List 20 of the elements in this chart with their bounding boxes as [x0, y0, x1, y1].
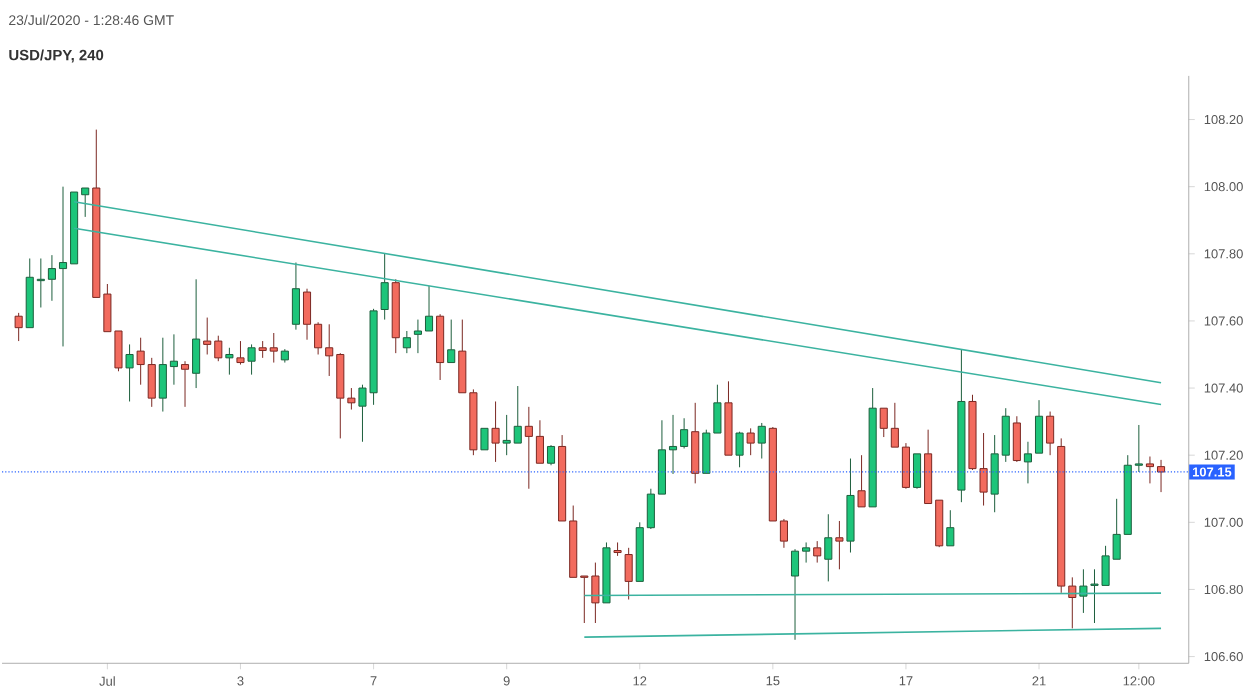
candlestick [236, 340, 245, 366]
candlestick [1012, 416, 1021, 462]
candlestick [192, 279, 201, 389]
candlestick [835, 520, 844, 571]
candlestick [291, 262, 300, 331]
candlestick [546, 446, 556, 467]
candlestick [691, 402, 700, 485]
candlestick [247, 344, 256, 376]
candlestick [1046, 411, 1055, 457]
candlestick [180, 361, 190, 408]
candlestick [846, 458, 855, 554]
candlestick [436, 314, 445, 381]
candlestick [824, 514, 833, 583]
candlestick [757, 422, 766, 460]
candlestick [491, 401, 500, 463]
candlestick [14, 312, 23, 342]
candlestick [957, 349, 966, 504]
candlestick [613, 542, 622, 557]
candlestick [125, 344, 134, 403]
candlestick [380, 253, 389, 321]
